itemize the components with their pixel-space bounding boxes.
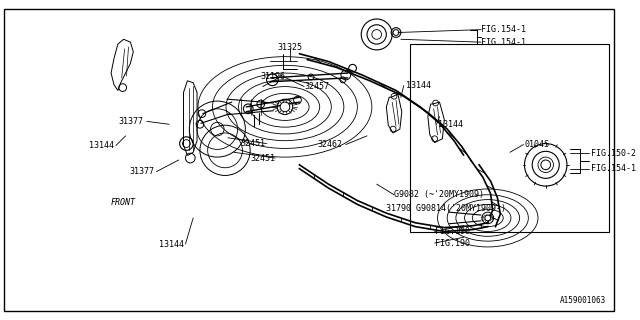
Text: 0104S: 0104S xyxy=(524,140,550,149)
Text: 13144: 13144 xyxy=(89,141,114,150)
Text: 13144: 13144 xyxy=(406,81,431,90)
Text: FIG.154-1: FIG.154-1 xyxy=(481,38,526,47)
Text: FIG.154-1: FIG.154-1 xyxy=(591,164,636,173)
Text: 13144: 13144 xyxy=(159,240,184,249)
Text: 31377: 31377 xyxy=(129,167,154,176)
Text: FIG.190: FIG.190 xyxy=(435,227,470,236)
Text: 31196: 31196 xyxy=(260,72,285,81)
Text: A159001063: A159001063 xyxy=(560,296,607,305)
Text: 31377: 31377 xyxy=(118,117,143,126)
Circle shape xyxy=(485,215,491,221)
Text: 32457: 32457 xyxy=(304,82,329,91)
Text: 32462: 32462 xyxy=(318,140,343,149)
Text: 13144: 13144 xyxy=(438,120,463,129)
Circle shape xyxy=(280,102,290,112)
Text: 32451: 32451 xyxy=(250,154,275,163)
Text: FIG.190: FIG.190 xyxy=(435,239,470,248)
Text: 32451: 32451 xyxy=(241,139,266,148)
Text: 31325: 31325 xyxy=(277,44,302,52)
Text: FIG.154-1: FIG.154-1 xyxy=(481,25,526,34)
Text: G9082 (~'20MY1909): G9082 (~'20MY1909) xyxy=(394,190,484,199)
Text: FIG.150-2: FIG.150-2 xyxy=(591,149,636,158)
Text: FRONT: FRONT xyxy=(111,198,136,207)
Bar xyxy=(410,44,609,232)
Text: 31790 G90814('20MY1909-): 31790 G90814('20MY1909-) xyxy=(387,204,506,213)
